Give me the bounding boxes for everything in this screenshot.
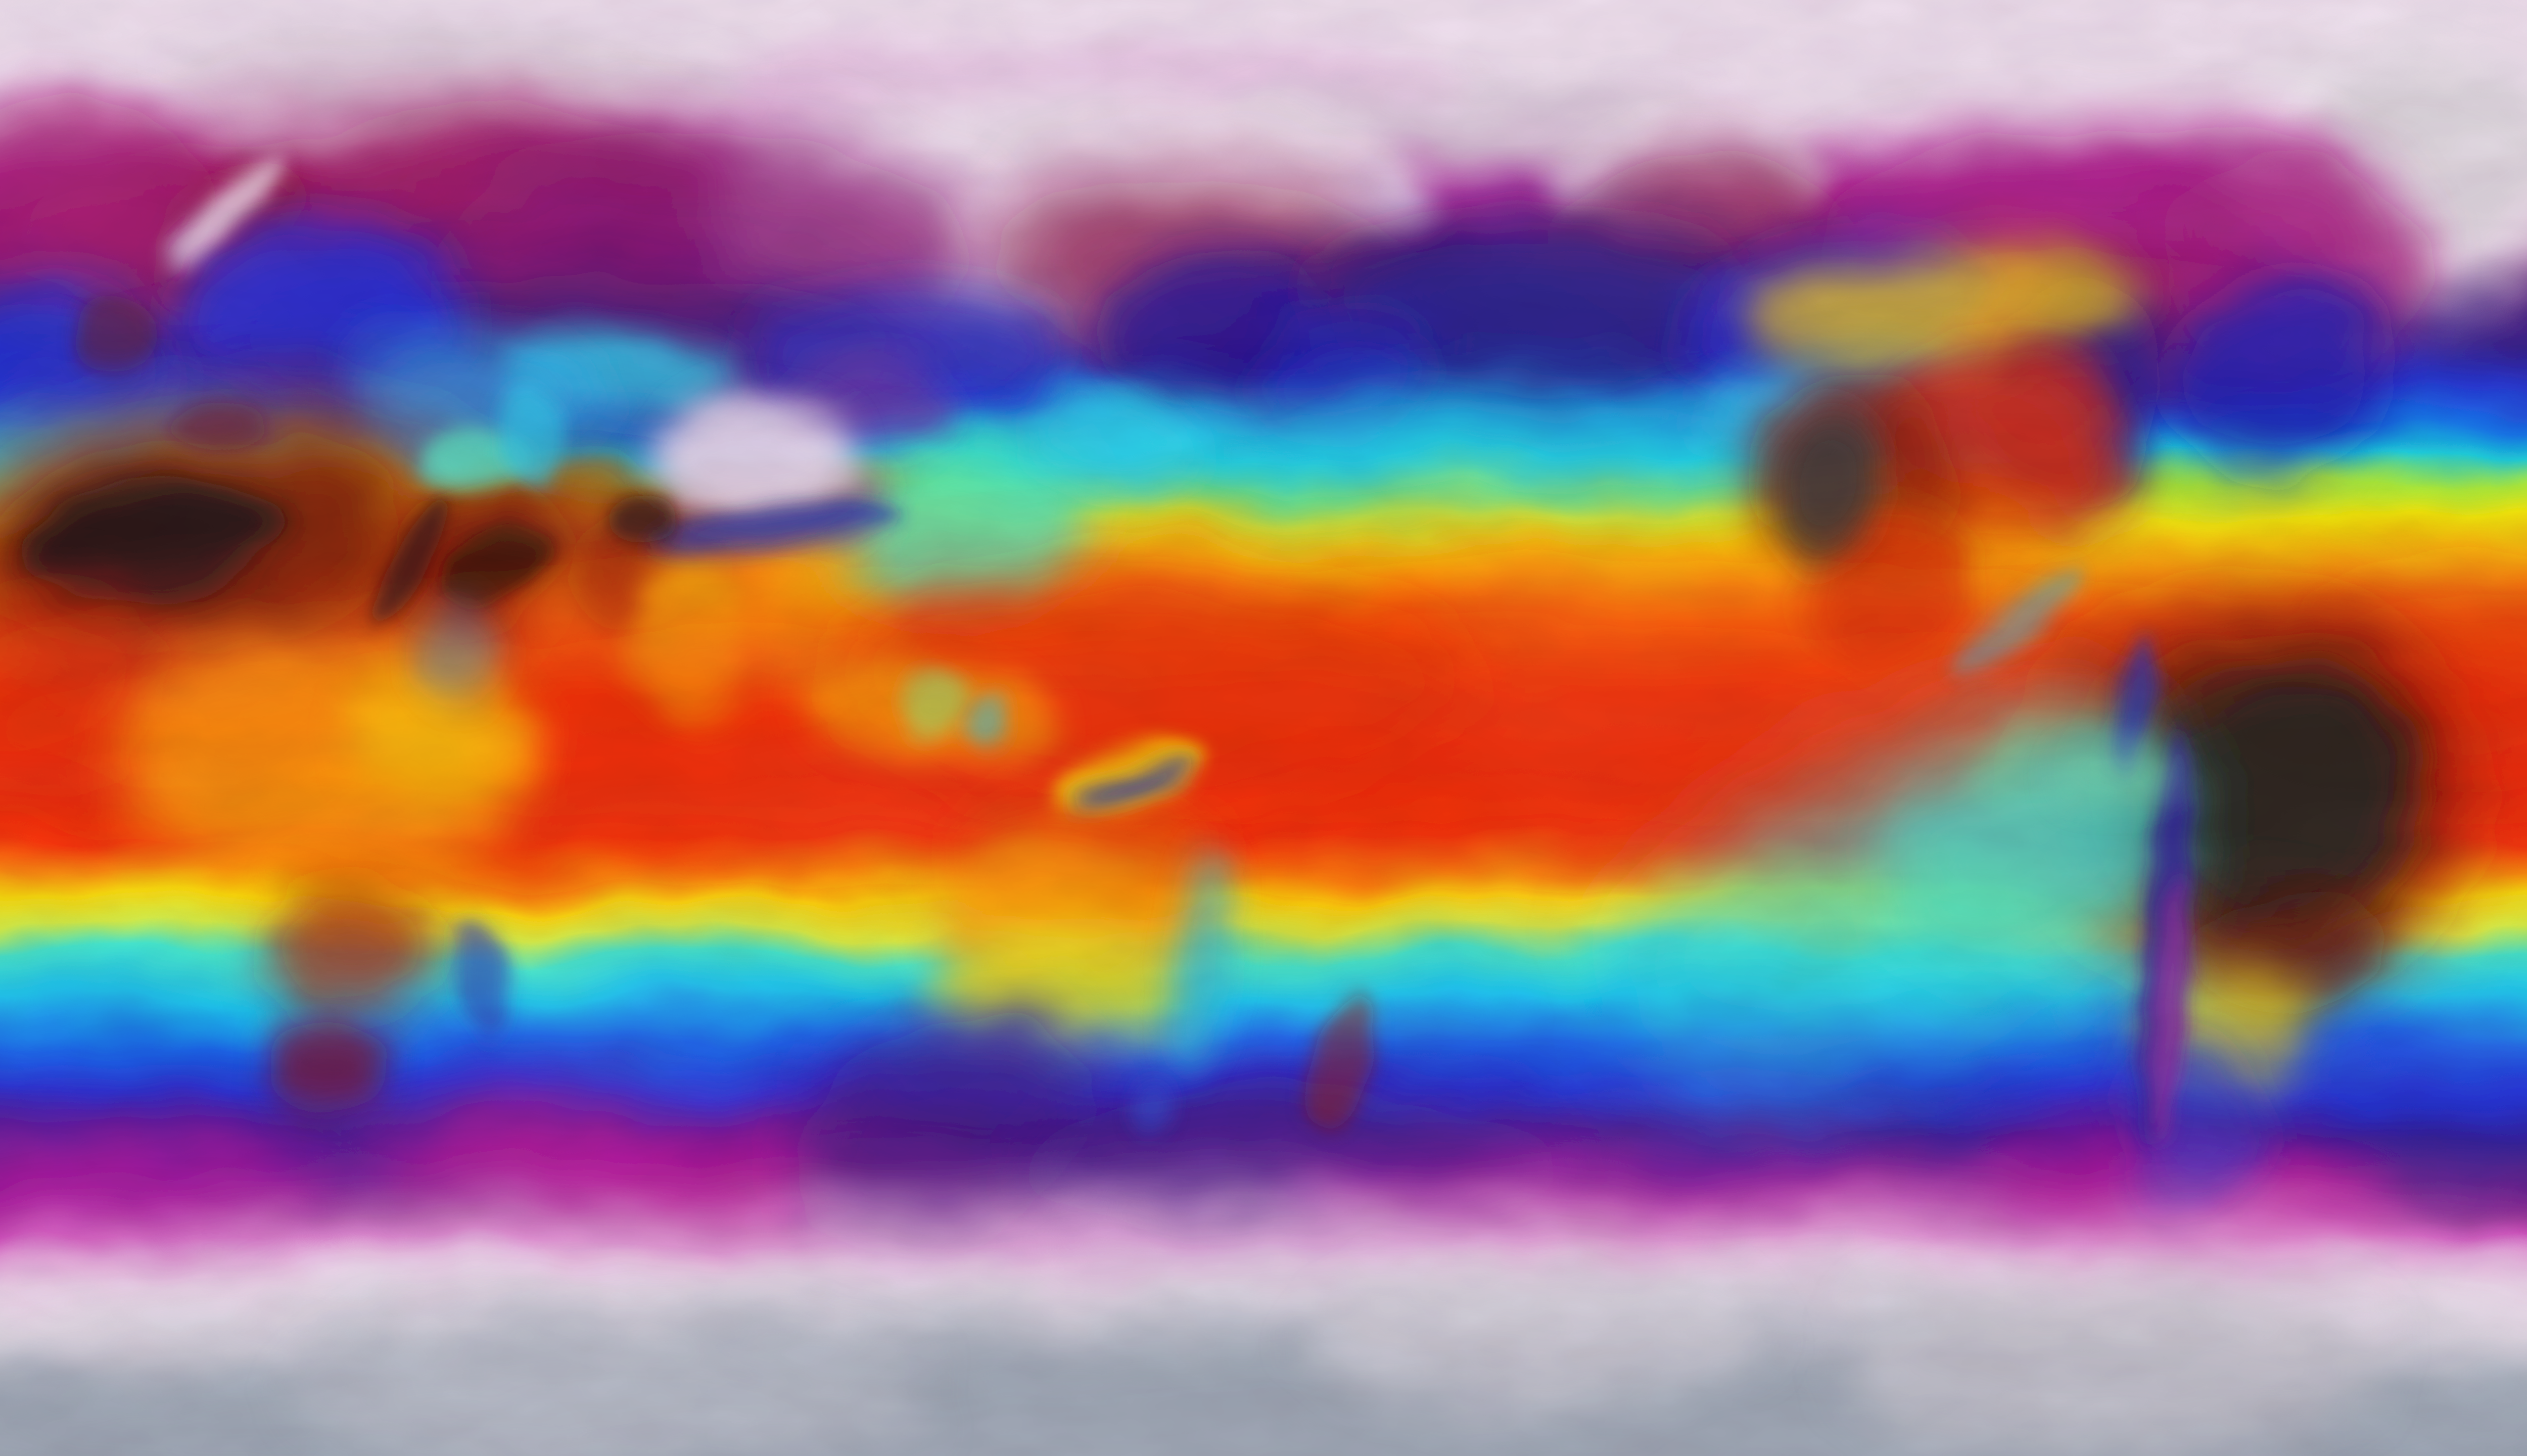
temperature-map-canvas (0, 0, 2527, 1456)
global-temperature-map (0, 0, 2527, 1456)
weather-texture-sheen (0, 0, 2527, 1456)
